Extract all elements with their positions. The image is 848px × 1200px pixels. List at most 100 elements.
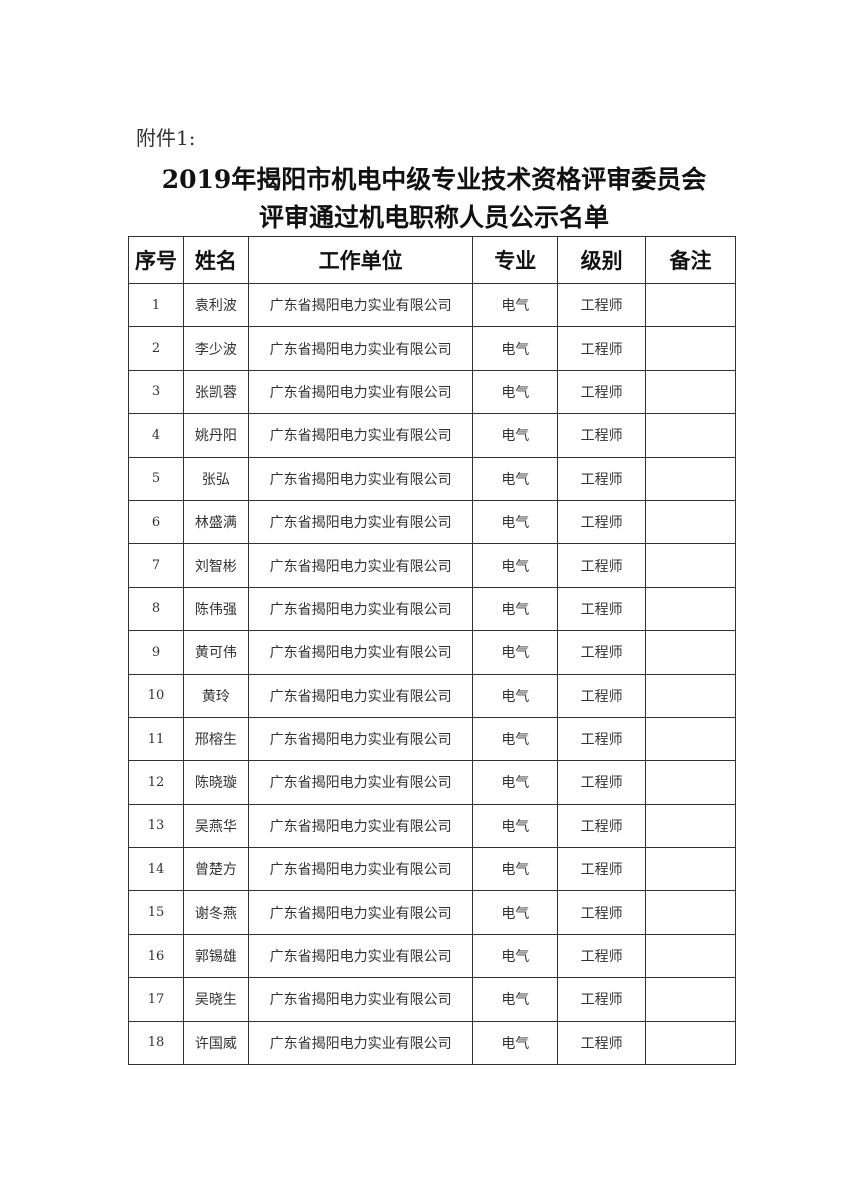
cell-note	[645, 499, 736, 545]
roster-table: 序号 姓名 工作单位 专业 级别 备注 1 袁利波 广东省揭阳电力实业有限公司 电气工…	[128, 236, 736, 1066]
cell-level: 工程师	[557, 282, 647, 328]
cell-no: 13	[128, 803, 184, 849]
attachment-label: 附件1:	[136, 126, 196, 150]
cell-note	[645, 369, 736, 415]
cell-major: 电气	[472, 586, 559, 632]
cell-name: 姚丹阳	[182, 413, 249, 458]
cell-level: 工程师	[557, 543, 647, 588]
table-row: 4 姚丹阳 广东省揭阳电力实业有限公司 电气 工程师	[128, 413, 736, 458]
cell-name: 陈晓璇	[182, 760, 249, 805]
cell-level: 工程师	[557, 716, 647, 762]
cell-note	[645, 933, 736, 979]
cell-note	[645, 543, 736, 588]
table-row: 10 黄玲 广东省揭阳电力实业有限公司 电气 工程师	[128, 673, 736, 718]
cell-major: 电气	[472, 630, 559, 675]
cell-unit: 广东省揭阳电力实业有限公司	[247, 326, 474, 371]
header-unit: 工作单位	[247, 236, 474, 284]
cell-major: 电气	[472, 326, 559, 371]
header-major: 专业	[472, 236, 559, 284]
cell-unit: 广东省揭阳电力实业有限公司	[247, 413, 474, 458]
cell-major: 电气	[472, 369, 559, 415]
cell-note	[645, 977, 736, 1022]
cell-unit: 广东省揭阳电力实业有限公司	[247, 369, 474, 415]
cell-note	[645, 413, 736, 458]
cell-no: 12	[128, 760, 184, 805]
cell-note	[645, 760, 736, 805]
cell-no: 18	[128, 1020, 184, 1066]
cell-level: 工程师	[557, 933, 647, 979]
cell-level: 工程师	[557, 326, 647, 371]
cell-no: 8	[128, 586, 184, 632]
cell-major: 电气	[472, 716, 559, 762]
cell-name: 邢榕生	[182, 716, 249, 762]
cell-major: 电气	[472, 282, 559, 328]
cell-name: 陈伟强	[182, 586, 249, 632]
header-level: 级别	[557, 236, 647, 284]
table-row: 13 吴燕华 广东省揭阳电力实业有限公司 电气 工程师	[128, 803, 736, 849]
cell-level: 工程师	[557, 456, 647, 501]
cell-major: 电气	[472, 977, 559, 1022]
cell-note	[645, 716, 736, 762]
cell-note	[645, 326, 736, 371]
cell-level: 工程师	[557, 803, 647, 849]
cell-note	[645, 630, 736, 675]
cell-unit: 广东省揭阳电力实业有限公司	[247, 456, 474, 501]
cell-name: 张凯蓉	[182, 369, 249, 415]
cell-level: 工程师	[557, 977, 647, 1022]
document-title-line2: 评审通过机电职称人员公示名单	[258, 203, 609, 232]
cell-level: 工程师	[557, 890, 647, 935]
table-header-row: 序号 姓名 工作单位 专业 级别 备注	[128, 236, 736, 284]
cell-unit: 广东省揭阳电力实业有限公司	[247, 543, 474, 588]
table-row: 9 黄可伟 广东省揭阳电力实业有限公司 电气 工程师	[128, 630, 736, 675]
cell-unit: 广东省揭阳电力实业有限公司	[247, 760, 474, 805]
header-note: 备注	[645, 236, 736, 284]
table-row: 8 陈伟强 广东省揭阳电力实业有限公司 电气 工程师	[128, 586, 736, 632]
table-row: 12 陈晓璇 广东省揭阳电力实业有限公司 电气 工程师	[128, 760, 736, 805]
cell-no: 2	[128, 326, 184, 371]
cell-major: 电气	[472, 673, 559, 718]
cell-note	[645, 673, 736, 718]
cell-name: 吴燕华	[182, 803, 249, 849]
cell-level: 工程师	[557, 1020, 647, 1066]
header-no: 序号	[128, 236, 184, 284]
cell-major: 电气	[472, 847, 559, 892]
cell-unit: 广东省揭阳电力实业有限公司	[247, 977, 474, 1022]
table-row: 5 张弘 广东省揭阳电力实业有限公司 电气 工程师	[128, 456, 736, 501]
cell-name: 林盛满	[182, 499, 249, 545]
cell-unit: 广东省揭阳电力实业有限公司	[247, 1020, 474, 1066]
cell-name: 袁利波	[182, 282, 249, 328]
cell-unit: 广东省揭阳电力实业有限公司	[247, 673, 474, 718]
table-row: 14 曾楚方 广东省揭阳电力实业有限公司 电气 工程师	[128, 847, 736, 892]
cell-level: 工程师	[557, 673, 647, 718]
cell-major: 电气	[472, 760, 559, 805]
cell-no: 5	[128, 456, 184, 501]
cell-name: 吴晓生	[182, 977, 249, 1022]
cell-major: 电气	[472, 803, 559, 849]
cell-unit: 广东省揭阳电力实业有限公司	[247, 890, 474, 935]
cell-unit: 广东省揭阳电力实业有限公司	[247, 716, 474, 762]
table-row: 18 许国威 广东省揭阳电力实业有限公司 电气 工程师	[128, 1020, 736, 1066]
cell-no: 1	[128, 282, 184, 328]
cell-no: 17	[128, 977, 184, 1022]
table-row: 1 袁利波 广东省揭阳电力实业有限公司 电气 工程师	[128, 282, 736, 328]
cell-level: 工程师	[557, 630, 647, 675]
cell-no: 6	[128, 499, 184, 545]
cell-name: 黄可伟	[182, 630, 249, 675]
document-title-line1: 2019年揭阳市机电中级专业技术资格评审委员会	[161, 165, 707, 194]
cell-name: 张弘	[182, 456, 249, 501]
cell-level: 工程师	[557, 586, 647, 632]
cell-name: 刘智彬	[182, 543, 249, 588]
cell-note	[645, 803, 736, 849]
cell-name: 曾楚方	[182, 847, 249, 892]
cell-level: 工程师	[557, 847, 647, 892]
cell-level: 工程师	[557, 413, 647, 458]
cell-major: 电气	[472, 933, 559, 979]
cell-major: 电气	[472, 499, 559, 545]
cell-note	[645, 282, 736, 328]
cell-no: 7	[128, 543, 184, 588]
cell-unit: 广东省揭阳电力实业有限公司	[247, 499, 474, 545]
cell-no: 9	[128, 630, 184, 675]
cell-major: 电气	[472, 1020, 559, 1066]
table-row: 6 林盛满 广东省揭阳电力实业有限公司 电气 工程师	[128, 499, 736, 545]
cell-level: 工程师	[557, 499, 647, 545]
